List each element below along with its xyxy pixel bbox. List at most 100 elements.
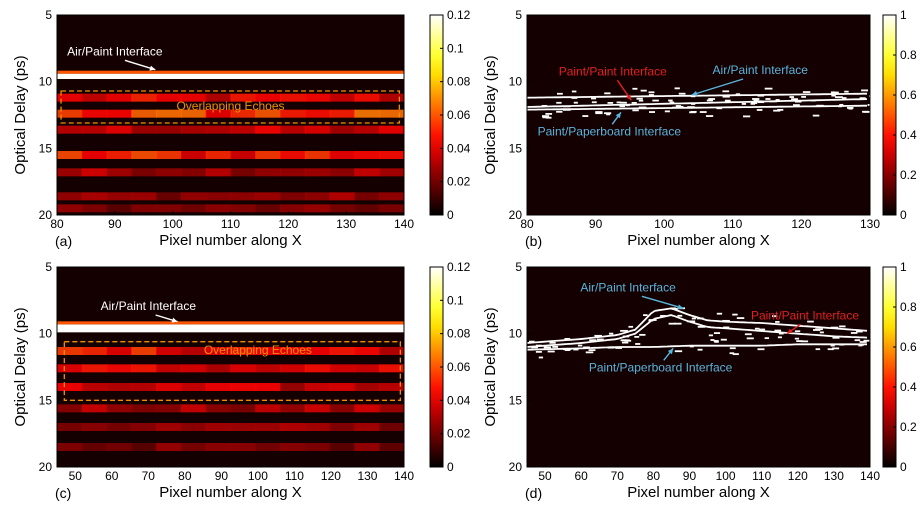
interface-speckle: [839, 325, 846, 328]
x-tick-label: 130: [336, 217, 356, 231]
echo-band-segment: [379, 347, 404, 355]
interface-speckle: [648, 91, 655, 94]
x-tick-label: 80: [647, 469, 661, 483]
interface-trace: [527, 307, 868, 344]
annotation-label: Air/Paint Interface: [67, 45, 163, 59]
interface-speckle: [807, 320, 814, 323]
interface-speckle: [859, 341, 867, 343]
echo-band-segment: [304, 109, 331, 118]
interface-speckle: [777, 336, 782, 339]
echo-band-segment: [280, 364, 306, 373]
y-tick-label: 5: [45, 260, 52, 274]
echo-band-segment: [57, 168, 83, 177]
interface-speckle: [794, 330, 801, 333]
x-tick-label: 130: [824, 469, 844, 483]
interface-speckle: [673, 322, 682, 325]
interface-speckle: [723, 326, 730, 329]
y-axis-label: Optical Delay (ps): [12, 55, 29, 174]
echo-band-segment: [205, 423, 232, 431]
x-axis-label: Pixel number along X: [159, 484, 302, 501]
interface-speckle: [802, 91, 811, 93]
annotation-label: Air/Paint Interface: [101, 299, 197, 313]
x-tick-label: 70: [142, 469, 156, 483]
interface-speckle: [729, 347, 736, 350]
interface-speckle: [565, 348, 572, 350]
echo-band-segment: [255, 383, 282, 391]
echo-band-segment: [81, 423, 108, 431]
y-tick-label: 15: [39, 393, 53, 407]
interface-speckle: [764, 87, 773, 90]
interface-speckle: [535, 350, 542, 353]
interface-speckle: [606, 113, 611, 116]
echo-band-segment: [280, 443, 306, 451]
interface-band-glow: [57, 70, 404, 74]
interface-speckle: [621, 341, 629, 344]
interface-speckle: [552, 345, 559, 348]
x-axis-label: Pixel number along X: [627, 232, 770, 249]
x-tick-label: 110: [221, 217, 240, 231]
echo-band-segment: [106, 168, 133, 177]
chart-panel: Paint/Paint Interface Air/Paint Interface…: [482, 8, 917, 249]
echo-band-segment: [81, 364, 108, 373]
interface-speckle: [687, 320, 696, 323]
interface-speckle: [863, 339, 870, 342]
interface-speckle: [571, 90, 577, 93]
echo-band-segment: [205, 347, 232, 355]
echo-band-segment: [57, 204, 83, 213]
annotation-label: Air/Paint Interface: [580, 281, 676, 295]
echo-band-segment: [81, 443, 108, 451]
annotation-label: Air/Paint Interface: [713, 63, 809, 77]
interface-speckle: [595, 111, 603, 113]
x-tick-label: 70: [611, 469, 625, 483]
interface-speckle: [585, 351, 594, 354]
interface-speckle: [812, 114, 820, 117]
interface-speckle: [710, 339, 715, 341]
interface-speckle: [668, 322, 676, 325]
interface-speckle: [556, 101, 562, 104]
interface-speckle: [529, 340, 535, 343]
echo-band-segment: [329, 383, 356, 391]
echo-band-segment: [304, 93, 331, 102]
y-tick-label: 5: [45, 8, 52, 22]
interface-speckle: [649, 111, 656, 113]
echo-band-segment: [156, 192, 182, 201]
interface-speckle: [722, 319, 730, 322]
x-tick-label: 60: [105, 469, 119, 483]
interface-speckle: [773, 109, 781, 112]
interface-speckle: [848, 107, 853, 110]
interface-speckle: [619, 101, 627, 104]
x-axis-label: Pixel number along X: [159, 232, 302, 249]
echo-band-segment: [106, 109, 133, 118]
interface-speckle: [545, 112, 553, 115]
echo-band-segment: [379, 443, 404, 451]
interface-speckle: [775, 321, 780, 323]
echo-band-segment: [354, 423, 381, 431]
interface-speckle: [756, 109, 763, 111]
echo-band-segment: [280, 125, 306, 134]
annotation-arrowhead: [149, 65, 156, 71]
interface-speckle: [827, 348, 834, 351]
interface-speckle: [648, 94, 654, 96]
echo-band-segment: [329, 168, 356, 177]
interface-speckle: [690, 110, 697, 113]
echo-band-segment: [205, 404, 232, 413]
echo-band-segment: [180, 423, 207, 431]
echo-band-segment: [131, 192, 158, 201]
interface-speckle: [759, 328, 766, 331]
y-tick-label: 5: [515, 8, 522, 22]
interface-speckle: [752, 98, 760, 100]
annotation-arrowhead: [786, 328, 793, 334]
interface-speckle: [775, 99, 780, 101]
annotation-arrowhead: [677, 304, 684, 310]
interface-speckle: [620, 329, 628, 332]
interface-speckle: [708, 98, 716, 100]
echo-band-segment: [379, 364, 404, 373]
echo-band-segment: [379, 151, 404, 159]
echo-band-segment: [205, 125, 232, 134]
interface-speckle: [774, 329, 782, 332]
interface-band: [57, 73, 404, 79]
interface-speckle: [757, 348, 765, 351]
echo-band-segment: [180, 151, 207, 159]
